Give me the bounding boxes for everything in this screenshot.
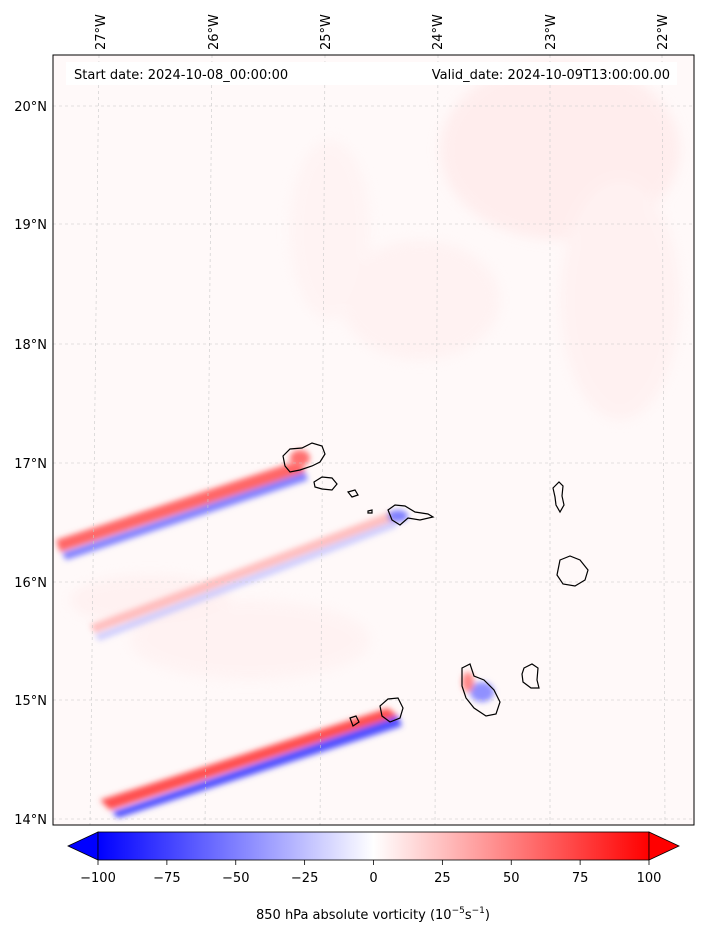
colorbar-tick-label: 0 [369, 871, 377, 886]
colorbar-tick-label: −100 [80, 871, 116, 886]
start-date-label: Start date: 2024-10-08_00:00:00 [74, 68, 288, 83]
lat-tick-label: 14°N [14, 813, 47, 828]
island-santa-luzia [346, 489, 359, 498]
lon-tick-labels: 27°W 26°W 25°W 24°W 23°W 22°W [94, 14, 671, 50]
lat-tick-label: 18°N [14, 338, 47, 353]
lon-tick-label: 25°W [319, 14, 334, 50]
colorbar-tick-label: 75 [572, 871, 589, 886]
island-santo-antao [282, 442, 326, 473]
lon-tick-label: 27°W [94, 14, 109, 50]
vorticity-field: Start date: 2024-10-08_00:00:00 Valid_da… [53, 55, 694, 825]
vorticity-streak-north [56, 460, 308, 560]
lon-tick-label: 22°W [656, 14, 671, 50]
lat-tick-label: 17°N [14, 457, 47, 472]
colorbar-min-extend [67, 831, 99, 861]
island-ilheu-raso [367, 509, 373, 514]
map-border [52, 54, 695, 826]
info-box [66, 62, 677, 85]
colorbar: −100 −75 −50 −25 0 25 50 75 100 850 hPa absolute… [67, 831, 680, 923]
lon-tick-label: 26°W [207, 14, 222, 50]
valid-date-label: Valid_date: 2024-10-09T13:00:00.00 [432, 68, 670, 83]
lat-tick-label: 20°N [14, 100, 47, 115]
island-sal [552, 481, 565, 514]
colorbar-ticks: −100 −75 −50 −25 0 25 50 75 100 [80, 860, 661, 886]
vorticity-streak-south [100, 708, 402, 818]
island-santiago [461, 663, 501, 717]
lon-tick-label: 24°W [431, 14, 446, 50]
colorbar-tick-label: −75 [153, 871, 180, 886]
colorbar-max-extend [648, 831, 680, 861]
island-fogo [379, 697, 404, 723]
island-sao-vicente [313, 476, 338, 491]
colorbar-tick-label: −25 [291, 871, 318, 886]
colorbar-tick-label: 50 [503, 871, 520, 886]
vorticity-streak-middle [90, 512, 397, 641]
island-brava [349, 715, 360, 727]
island-sao-nicolau [387, 504, 435, 526]
lat-tick-label: 19°N [14, 218, 47, 233]
lat-tick-label: 15°N [14, 694, 47, 709]
lon-tick-label: 23°W [544, 14, 559, 50]
colorbar-gradient [97, 831, 650, 861]
coastlines [282, 442, 589, 727]
lat-tick-label: 16°N [14, 576, 47, 591]
graticule [53, 55, 694, 825]
colorbar-tick-label: 100 [637, 871, 662, 886]
lat-tick-labels: 20°N 19°N 18°N 17°N 16°N 15°N 14°N [14, 100, 47, 828]
island-boa-vista [556, 555, 589, 587]
colorbar-tick-label: 25 [434, 871, 451, 886]
island-maio [521, 663, 540, 689]
colorbar-tick-label: −50 [222, 871, 249, 886]
colorbar-label: 850 hPa absolute vorticity (10−5s−1) [256, 906, 490, 923]
